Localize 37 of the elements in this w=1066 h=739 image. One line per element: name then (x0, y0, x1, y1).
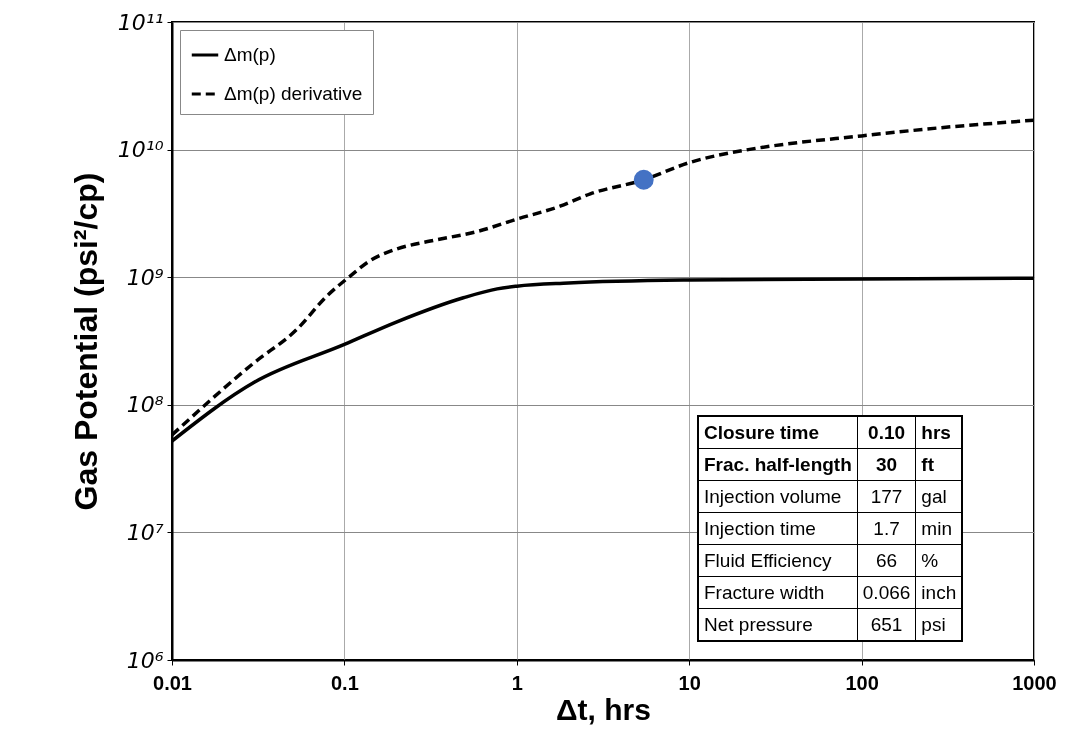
annotation: psi (915, 608, 963, 641)
x-tick-label: 10 (678, 671, 701, 694)
annotation: 66 (857, 544, 916, 577)
y-tick-label: 10¹¹ (117, 9, 164, 35)
y-tick-label: 10¹⁰ (117, 137, 164, 163)
x-tick-label: 0.1 (330, 671, 359, 694)
x-tick-label: 1 (511, 671, 523, 694)
annotation: min (915, 512, 963, 545)
annotation: Fracture width (698, 576, 858, 609)
annotation: Injection volume (698, 480, 858, 513)
x-axis-title: Δt, hrs (556, 692, 651, 726)
annotation: 30 (857, 448, 916, 481)
annotation: Fluid Efficiency (698, 544, 858, 577)
legend-label: Δm(p) derivative (224, 83, 363, 104)
y-axis-title: Gas Potential (psi²/cp) (67, 172, 104, 511)
annotation: 1.7 (857, 512, 916, 545)
y-tick-label: 10⁹ (126, 264, 164, 290)
annotation: % (915, 544, 963, 577)
annotation: 651 (857, 608, 916, 641)
x-tick-label: 100 (845, 671, 879, 694)
y-tick-label: 10⁶ (126, 647, 164, 673)
x-tick-label: 1000 (1012, 671, 1057, 694)
annotation: hrs (915, 416, 963, 449)
annotation: Net pressure (698, 608, 858, 641)
annotation: Closure time (698, 416, 858, 449)
annotation: Frac. half-length (698, 448, 858, 481)
legend-label: Δm(p) (224, 44, 276, 65)
y-tick-label: 10⁷ (126, 519, 164, 545)
annotation: 0.066 (857, 576, 916, 609)
annotation: 177 (857, 480, 916, 513)
annotation: ft (915, 448, 963, 481)
x-tick-label: 0.01 (153, 671, 192, 694)
annotation: 0.10 (857, 416, 916, 449)
annotation: Injection time (698, 512, 858, 545)
annotation: gal (915, 480, 963, 513)
y-tick-label: 10⁸ (126, 392, 164, 418)
annotation: inch (915, 576, 963, 609)
